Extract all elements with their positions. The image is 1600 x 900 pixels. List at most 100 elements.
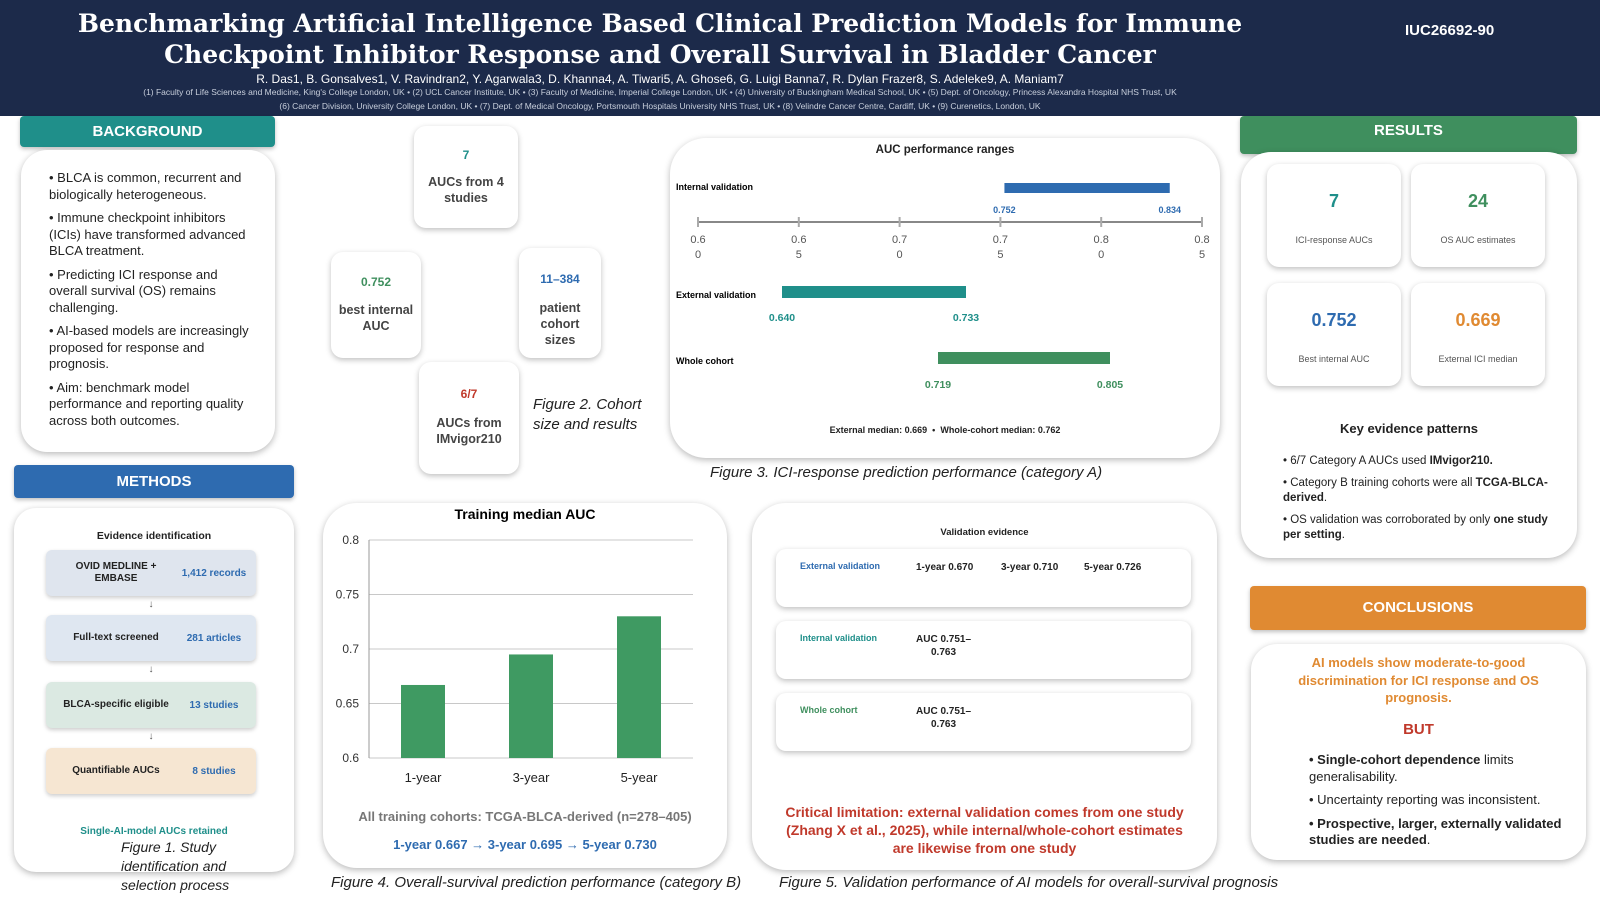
figure-5-title: Validation evidence (940, 527, 1029, 538)
conclusion-text: • Uncertainty reporting was inconsistent… (1309, 792, 1541, 807)
y-tick-label: 0.65 (336, 697, 360, 711)
stat-tile: 11–384 patient cohort sizes (519, 248, 601, 358)
stat-tile-value: 6/7 (460, 386, 478, 401)
stat-tile-label: AUCs from IMvigor210 (436, 415, 502, 446)
validation-value: 3-year 0.710 (1001, 562, 1059, 573)
conclusion-emphasis: • Prospective, larger, externally valida… (1309, 815, 1562, 848)
result-stat-tile: 7 ICI-response AUCs (1267, 164, 1401, 267)
flow-step-label: OVID MEDLINE + EMBASE (75, 561, 157, 584)
stat-tile: 7 AUCs from 4 studies (414, 126, 518, 228)
validation-row-label: External validation (800, 561, 881, 571)
stat-tile-label: patient cohort sizes (539, 300, 581, 347)
stat-tile-label: AUCs from 4 studies (428, 174, 504, 205)
result-stat-value: 7 (1328, 191, 1339, 211)
training-auc-bar-chart: Training median AUC 0.8 0.75 0.7 0.65 0.6 1-ye… (336, 506, 693, 785)
pattern-emphasis: TCGA-BLCA-derived (1283, 476, 1548, 505)
pattern-item: • OS validation was corroborated by only… (1283, 513, 1553, 544)
result-stat-label: OS AUC estimates (1440, 235, 1516, 245)
stat-tile-value: 11–384 (540, 272, 580, 287)
validation-row-label: Internal validation (800, 633, 878, 643)
y-tick-label: 0.75 (336, 588, 360, 602)
affiliations-line-2: (6) Cancer Division, University College … (279, 101, 1041, 111)
validation-row-label: Whole cohort (800, 705, 858, 715)
stat-tile-label: best internal AUC (338, 302, 414, 333)
result-stat-label: External ICI median (1438, 354, 1518, 364)
axis-tick-label: 0.8 (1094, 234, 1109, 246)
flow-step: OVID MEDLINE + EMBASE 1,412 records (46, 550, 256, 596)
medians-note: External median: 0.669 • Whole-cohort me… (829, 425, 1061, 435)
validation-value: 5-year 0.726 (1084, 562, 1142, 573)
validation-value: 1-year 0.670 (916, 562, 974, 573)
internal-range-bar (1004, 183, 1170, 193)
result-stat-tile: 24 OS AUC estimates (1411, 164, 1545, 267)
validation-row: Whole cohort AUC 0.751– 0.763 (776, 693, 1191, 751)
axis-tick-label: 0 (695, 249, 701, 261)
poster-header (0, 0, 1600, 116)
result-stat-tile: 0.752 Best internal AUC (1267, 283, 1401, 386)
figure-5-card: Validation evidence External validation 1… (752, 503, 1217, 870)
pattern-emphasis: one study per setting (1283, 513, 1548, 542)
background-card: • BLCA is common, recurrent and biologic… (21, 150, 275, 452)
bar-3-year (509, 654, 553, 758)
flow-step: Full-text screened 281 articles (46, 615, 256, 661)
background-bullet: • Aim: benchmark model performance and r… (49, 379, 244, 428)
conclusion-emphasis: • Single-cohort dependence (1309, 752, 1481, 767)
flow-step-value: 8 studies (192, 765, 236, 777)
whole-low-label: 0.719 (925, 379, 951, 391)
validation-value: AUC 0.751– 0.763 (916, 706, 972, 730)
results-card: 7 ICI-response AUCs 24 OS AUC estimates 0.75… (1241, 152, 1577, 558)
bar-1-year (401, 684, 445, 758)
background-bullet: • Predicting ICI response and overall su… (49, 266, 218, 315)
conclusion-but: BUT (1403, 721, 1434, 738)
poster-id: IUC26692-90 (1405, 22, 1495, 39)
internal-low-label: 0.752 (993, 205, 1016, 215)
pattern-text-end: . (1341, 529, 1345, 541)
methods-card: Evidence identification OVID MEDLINE + E… (14, 508, 294, 872)
axis-tick-label: 5 (1199, 249, 1205, 261)
stat-tile: 6/7 AUCs from IMvigor210 (419, 362, 519, 474)
flow-footer: Single-AI-model AUCs retained (80, 826, 228, 837)
internal-high-label: 0.834 (1158, 205, 1181, 215)
conclusion-point: • Prospective, larger, externally valida… (1309, 816, 1569, 849)
x-tick-label: 5-year (621, 770, 659, 785)
flow-step-label: BLCA-specific eligible (63, 699, 169, 710)
author-list: R. Das1, B. Gonsalves1, V. Ravindran2, Y… (256, 72, 1064, 86)
axis-tick-label: 5 (997, 249, 1003, 261)
stat-tile-value: 7 (462, 148, 470, 163)
conclusion-point: • Single-cohort dependence limits genera… (1309, 752, 1569, 785)
pattern-item: • Category B training cohorts were all T… (1283, 476, 1553, 507)
conclusion-text: limits generalisability. (1309, 752, 1514, 784)
background-bullet: • Immune checkpoint inhibitors (ICIs) ha… (49, 210, 246, 258)
axis-tick-label: 0.8 (1194, 234, 1209, 246)
axis-tick-label: 0 (897, 249, 903, 261)
pattern-text-end: . (1323, 492, 1328, 504)
figure-3-caption: Figure 3. ICI-response prediction perfor… (710, 464, 1103, 481)
result-stat-value: 24 (1467, 191, 1489, 211)
training-cohort-note: All training cohorts: TCGA-BLCA-derived … (358, 809, 692, 824)
axis-tick-label: 0.6 (791, 234, 806, 246)
axis-tick-label: 0.7 (993, 234, 1008, 246)
result-stat-label: ICI-response AUCs (1295, 235, 1373, 245)
pattern-emphasis: IMvigor210. (1429, 455, 1493, 467)
result-stat-tile: 0.669 External ICI median (1411, 283, 1545, 386)
figure-5-caption: Figure 5. Validation performance of AI m… (779, 874, 1279, 891)
external-low-label: 0.640 (769, 312, 795, 324)
critical-limitation: Critical limitation: external validation… (785, 804, 1184, 856)
y-tick-label: 0.6 (342, 751, 359, 765)
background-bullet: • AI-based models are increasingly propo… (49, 323, 249, 371)
conclusions-heading: CONCLUSIONS (1250, 586, 1586, 630)
conclusion-points: • Single-cohort dependence limits genera… (1309, 752, 1569, 856)
x-tick-label: 3-year (513, 770, 551, 785)
result-stat-label: Best internal AUC (1298, 354, 1370, 364)
whole-cohort-range-bar (938, 352, 1110, 364)
down-arrow-icon: ↓ (148, 731, 154, 742)
background-bullets: • BLCA is common, recurrent and biologic… (49, 170, 259, 436)
conclusion-lead: AI models show moderate-to-good discrimi… (1298, 655, 1539, 705)
external-range-bar (782, 286, 966, 298)
patterns-title: Key evidence patterns (1339, 421, 1478, 436)
figure-2-caption: Figure 2. Cohort size and results (533, 396, 642, 433)
whole-cohort-label: Whole cohort (676, 356, 734, 366)
result-stat-value: 0.752 (1311, 310, 1357, 330)
auc-progression: 1-year 0.667 → 3-year 0.695 → 5-year 0.7… (393, 837, 657, 852)
methods-heading: METHODS (14, 465, 294, 498)
